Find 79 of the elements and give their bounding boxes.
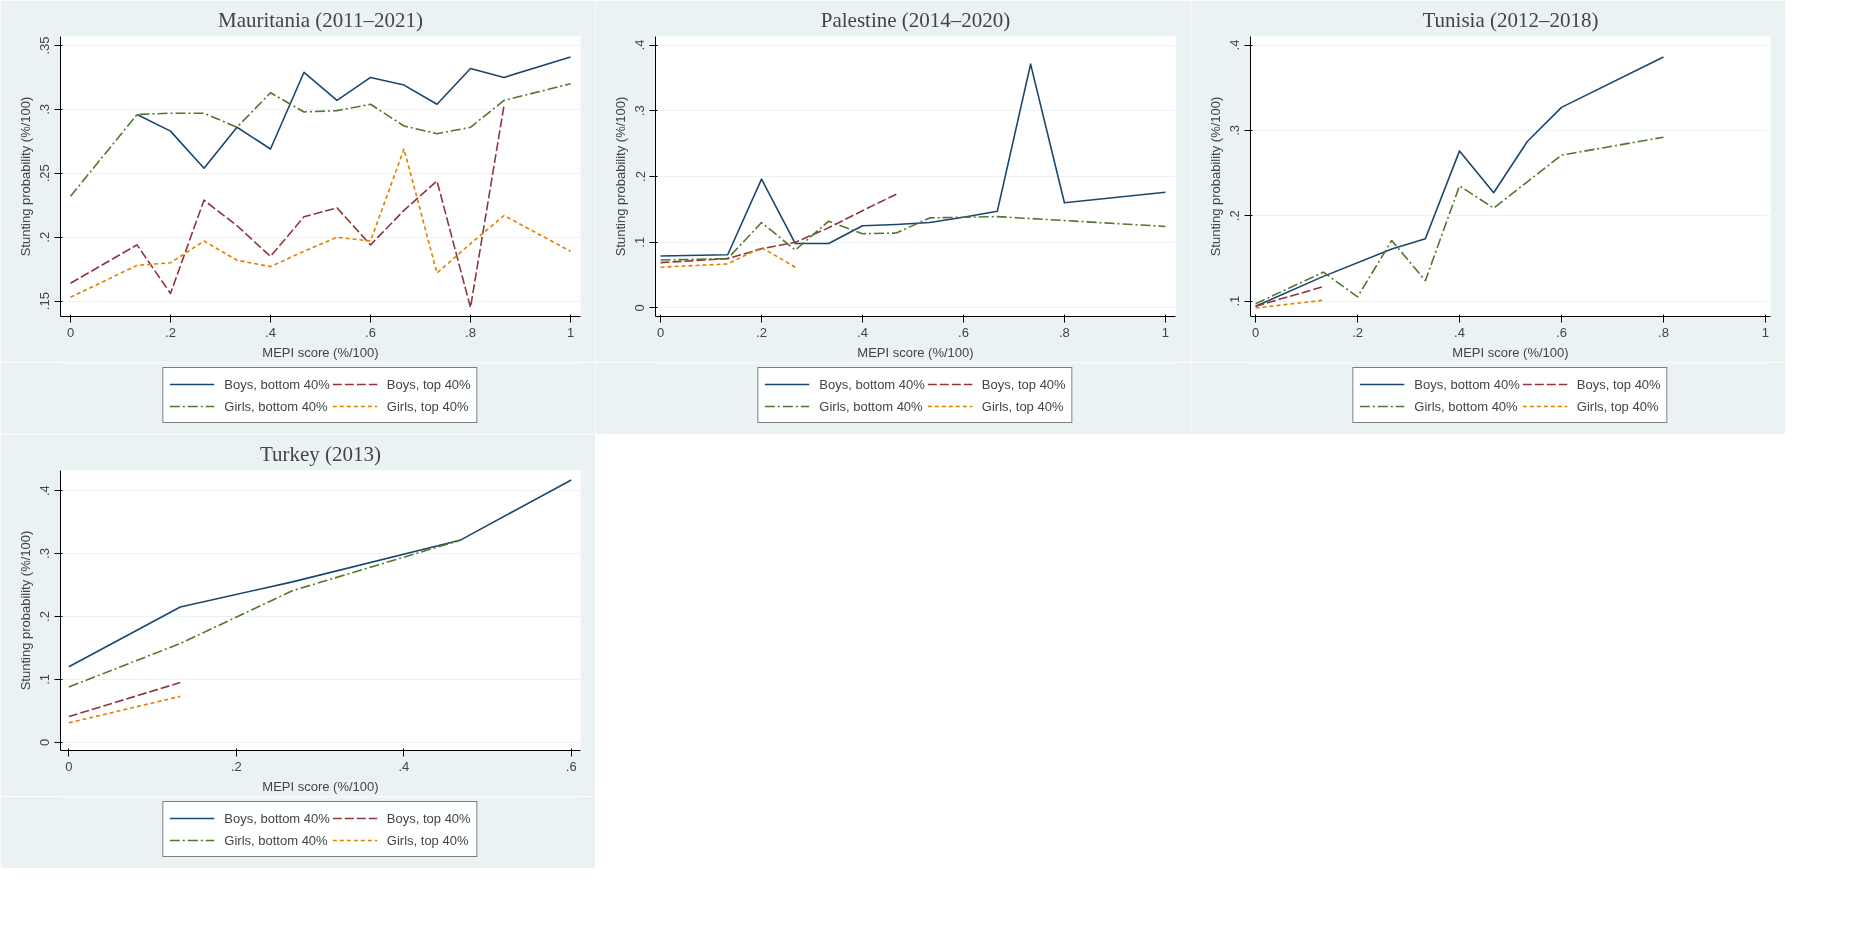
legend-label: Girls, bottom 40% xyxy=(224,832,328,848)
y-tick-label: .2 xyxy=(37,231,53,243)
x-tick-label: 0 xyxy=(656,324,665,340)
x-tick-label: .4 xyxy=(398,758,410,774)
x-tick-label: .6 xyxy=(565,758,577,774)
y-tick-label: .4 xyxy=(1227,39,1243,51)
legend-label: Girls, bottom 40% xyxy=(224,398,328,414)
x-axis-title: MEPI score (%/100) xyxy=(857,344,974,360)
legend-label: Boys, bottom 40% xyxy=(1414,376,1520,392)
x-tick-label: .4 xyxy=(265,324,276,340)
line-series xyxy=(1254,136,1665,305)
x-tick-label: 1 xyxy=(566,324,575,340)
y-axis-title: Stunting probability (%/100) xyxy=(612,96,628,257)
x-tick-label: .8 xyxy=(1059,324,1070,340)
x-axis-title: MEPI score (%/100) xyxy=(262,344,379,360)
y-axis-title: Stunting probability (%/100) xyxy=(17,96,33,257)
line-series xyxy=(659,193,898,264)
x-tick-label: 0 xyxy=(66,324,75,340)
chart-title: Mauritania (2011–2021) xyxy=(217,7,424,32)
x-tick-label: 1 xyxy=(1761,324,1770,340)
x-tick-label: .2 xyxy=(230,758,242,774)
legend-label: Girls, top 40% xyxy=(386,398,469,414)
y-tick-label: .4 xyxy=(37,485,53,497)
line-series xyxy=(136,56,572,169)
legend-label: Boys, top 40% xyxy=(1576,376,1661,392)
y-tick-label: .15 xyxy=(37,292,53,311)
line-series xyxy=(68,539,461,688)
y-axis-title: Stunting probability (%/100) xyxy=(17,530,33,691)
y-tick-label: .3 xyxy=(37,103,53,115)
x-tick-label: .6 xyxy=(958,324,969,340)
line-series xyxy=(69,83,572,198)
x-tick-label: .6 xyxy=(365,324,376,340)
legend-label: Girls, bottom 40% xyxy=(1414,398,1518,414)
x-tick-label: .4 xyxy=(1454,324,1465,340)
y-tick-label: .1 xyxy=(632,236,648,248)
chart-title: Turkey (2013) xyxy=(259,441,382,466)
x-tick-label: .2 xyxy=(756,324,767,340)
y-tick-label: .3 xyxy=(1227,124,1243,136)
y-tick-label: .25 xyxy=(37,164,53,183)
line-series xyxy=(659,63,1167,257)
legend-label: Boys, bottom 40% xyxy=(224,376,330,392)
line-series xyxy=(69,104,505,309)
line-series xyxy=(659,215,1167,261)
chart-title: Tunisia (2012–2018) xyxy=(1422,7,1599,32)
x-tick-label: .8 xyxy=(465,324,476,340)
legend-label: Boys, top 40% xyxy=(386,810,471,826)
y-tick-label: .1 xyxy=(1227,295,1243,307)
x-tick-label: .4 xyxy=(857,324,868,340)
y-tick-label: .2 xyxy=(632,171,648,182)
legend-label: Girls, top 40% xyxy=(386,832,469,848)
x-tick-label: .2 xyxy=(165,324,176,340)
line-series xyxy=(69,148,572,299)
y-tick-label: .2 xyxy=(1227,210,1243,222)
x-axis-title: MEPI score (%/100) xyxy=(1452,344,1569,360)
legend-label: Boys, bottom 40% xyxy=(819,376,925,392)
y-axis-title: Stunting probability (%/100) xyxy=(1207,96,1223,257)
x-tick-label: .8 xyxy=(1658,324,1669,340)
y-tick-label: .1 xyxy=(37,673,53,685)
x-tick-label: 1 xyxy=(1161,324,1170,340)
x-axis-title: MEPI score (%/100) xyxy=(262,778,379,794)
x-tick-label: .2 xyxy=(1352,324,1363,340)
y-tick-label: .3 xyxy=(37,548,53,559)
legend-label: Girls, top 40% xyxy=(1576,398,1659,414)
x-tick-label: 0 xyxy=(1251,324,1260,340)
legend-label: Boys, bottom 40% xyxy=(224,810,330,826)
x-tick-label: .6 xyxy=(1556,324,1567,340)
legend-label: Boys, top 40% xyxy=(386,376,471,392)
y-tick-label: 0 xyxy=(632,304,648,312)
chart-title: Palestine (2014–2020) xyxy=(820,7,1011,32)
y-tick-label: .4 xyxy=(632,39,648,51)
legend-label: Boys, top 40% xyxy=(981,376,1066,392)
line-series xyxy=(68,479,573,668)
y-tick-label: .2 xyxy=(37,611,53,622)
y-tick-label: .35 xyxy=(37,36,53,55)
legend-label: Girls, bottom 40% xyxy=(819,398,923,414)
y-tick-label: .3 xyxy=(632,105,648,117)
x-tick-label: 0 xyxy=(65,758,73,774)
legend-label: Girls, top 40% xyxy=(981,398,1064,414)
y-tick-label: 0 xyxy=(37,738,53,746)
